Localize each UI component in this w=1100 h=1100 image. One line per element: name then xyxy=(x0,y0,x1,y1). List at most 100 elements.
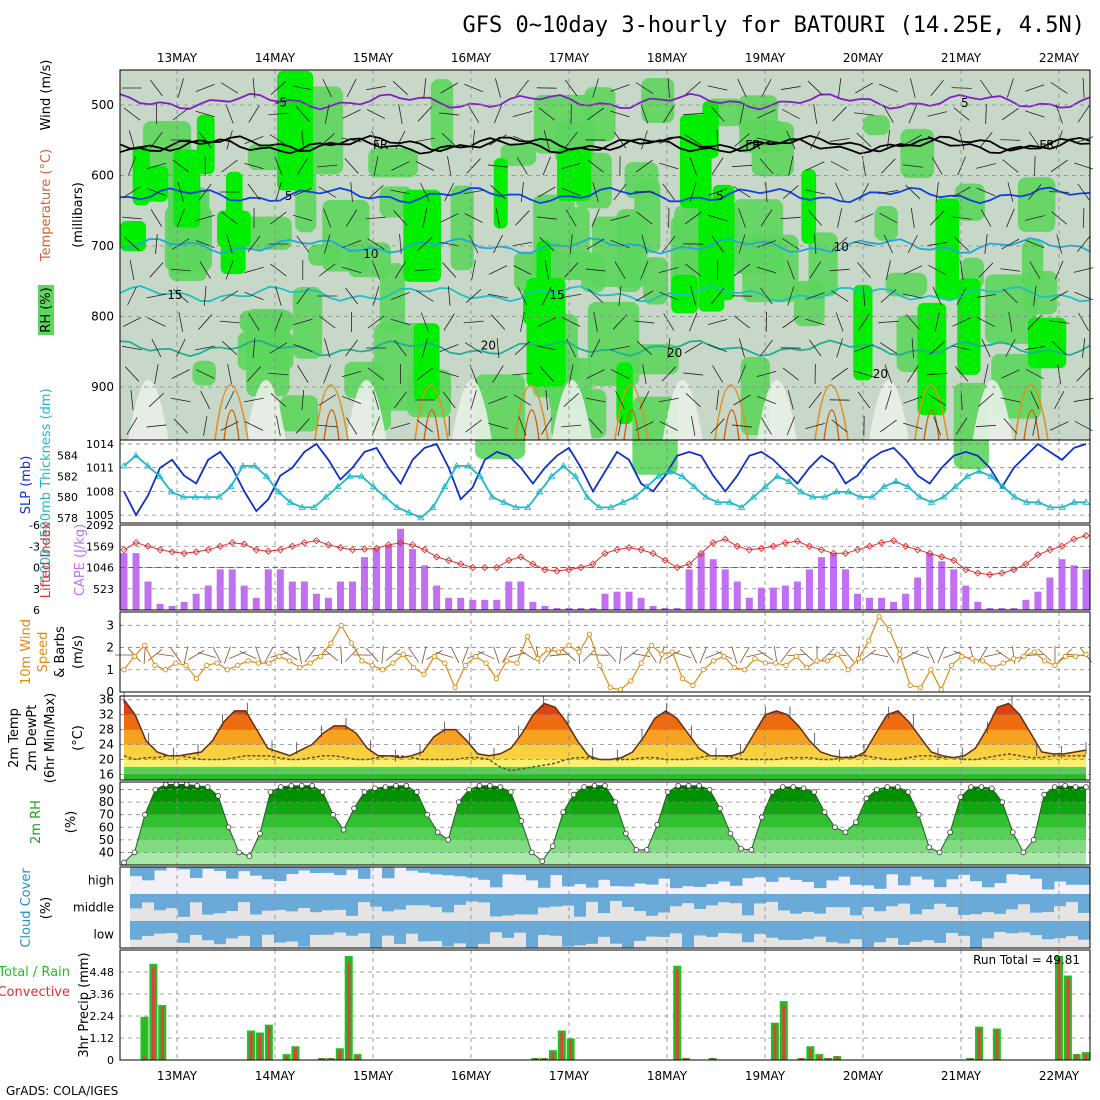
wind-barb xyxy=(220,421,239,431)
cloud-cover-cell xyxy=(430,894,443,908)
cape-bar xyxy=(300,581,308,610)
wind-barb xyxy=(414,268,435,272)
surface-wind-barb xyxy=(870,652,889,658)
rh-point xyxy=(340,826,347,833)
cloud-cover-cell xyxy=(478,921,491,944)
cloud-cover-cell xyxy=(514,894,527,915)
wind-barb xyxy=(760,417,772,435)
wind-barb xyxy=(1024,346,1045,350)
precip-convective-bar xyxy=(320,1058,324,1060)
wind-barb xyxy=(854,213,874,223)
thickness-point xyxy=(428,503,437,510)
cloud-cover-cell xyxy=(802,867,815,882)
surface-wind-barb xyxy=(902,650,919,660)
wind-barb xyxy=(954,236,970,252)
thickness-point xyxy=(880,482,888,490)
li-point xyxy=(481,563,489,572)
thickness-point xyxy=(725,498,734,505)
rh-point xyxy=(393,782,399,789)
wind-barb xyxy=(542,156,551,176)
cape-bar xyxy=(385,544,393,610)
cape-bar xyxy=(312,593,320,610)
wind-barb xyxy=(955,417,968,435)
cloud-cover-cell xyxy=(634,894,647,912)
wind-barb xyxy=(270,263,287,277)
cape-tick-label: 1046 xyxy=(86,562,114,575)
cape-bar xyxy=(613,591,621,610)
cloud-cover-cell xyxy=(862,921,875,947)
li-point xyxy=(144,542,152,550)
wind-speed-point xyxy=(1021,653,1027,660)
rh-point xyxy=(748,847,755,853)
wind-barb xyxy=(910,208,915,228)
li-point xyxy=(914,546,922,554)
wind-barb xyxy=(931,157,943,175)
wind-barb xyxy=(170,268,191,272)
wind-barb xyxy=(716,129,719,151)
cloud-cover-cell xyxy=(430,867,443,875)
li-point xyxy=(577,563,585,572)
top-date-label: 17MAY xyxy=(549,51,590,65)
wind-barb xyxy=(588,418,603,434)
wind-speed-point xyxy=(648,642,655,648)
wind-barb xyxy=(690,286,697,306)
wind-barb xyxy=(1077,183,1090,201)
wind-barb xyxy=(641,234,648,254)
wind-barb xyxy=(787,260,795,280)
wind-barb xyxy=(659,136,679,144)
isotherm-label: -5 xyxy=(275,95,287,109)
rh-point xyxy=(424,811,431,818)
wind-barb xyxy=(395,130,406,150)
surface-wind-barb xyxy=(861,649,877,661)
precip-convective-bar xyxy=(711,1058,715,1060)
li-point xyxy=(553,567,561,575)
wind-barb xyxy=(417,237,433,251)
thickness-point xyxy=(571,472,580,479)
cloud-cover-cell xyxy=(742,921,755,943)
wind-speed-point xyxy=(773,660,779,666)
slp-line xyxy=(123,442,1087,517)
wind-barb xyxy=(130,390,134,410)
cape-bar xyxy=(445,597,453,610)
wind-barb xyxy=(399,234,402,254)
wind-barb xyxy=(905,314,920,330)
rh-point xyxy=(947,829,953,836)
wind-barb xyxy=(148,392,164,408)
temp-axis-label-1: 2m Temp xyxy=(7,708,22,768)
wind-speed-point xyxy=(421,671,427,677)
wind-barb xyxy=(439,241,460,247)
precip-convective-bar xyxy=(542,1058,546,1060)
wind-speed-point xyxy=(659,651,665,657)
wind-speed-point xyxy=(1031,649,1037,655)
cloud-cover-cell xyxy=(238,921,251,936)
wind-barb xyxy=(127,286,137,306)
wind-barb xyxy=(781,108,800,120)
thickness-point xyxy=(369,482,378,490)
wind-barb xyxy=(366,85,386,91)
cloud-cover-cell xyxy=(934,867,947,888)
wind-barb xyxy=(539,366,554,382)
wind-barb xyxy=(146,293,167,299)
wind-barb xyxy=(957,156,966,176)
wind-speed-point xyxy=(379,667,386,673)
wind-barb xyxy=(439,370,459,378)
wind-barb xyxy=(293,318,313,326)
cloud-cover-cell xyxy=(850,921,863,940)
rh-dry-region xyxy=(551,380,592,440)
li-point xyxy=(613,546,621,554)
cape-bar xyxy=(409,549,417,610)
wind-speed-point xyxy=(700,667,706,673)
wind-barb xyxy=(612,314,628,330)
wind-speed-point xyxy=(731,664,737,671)
cloud-cover-cell xyxy=(898,894,911,904)
wind-barb xyxy=(929,210,945,226)
rh-color-band xyxy=(124,852,1086,865)
rh-point xyxy=(487,782,493,789)
wind-barb xyxy=(488,293,508,299)
surface-wind-barb xyxy=(385,649,401,661)
rh-tick-label: 80 xyxy=(99,795,114,809)
wind-barb xyxy=(756,395,776,405)
cape-bar xyxy=(769,587,777,610)
wind-barb xyxy=(150,79,163,97)
wind-speed-point xyxy=(824,658,831,664)
